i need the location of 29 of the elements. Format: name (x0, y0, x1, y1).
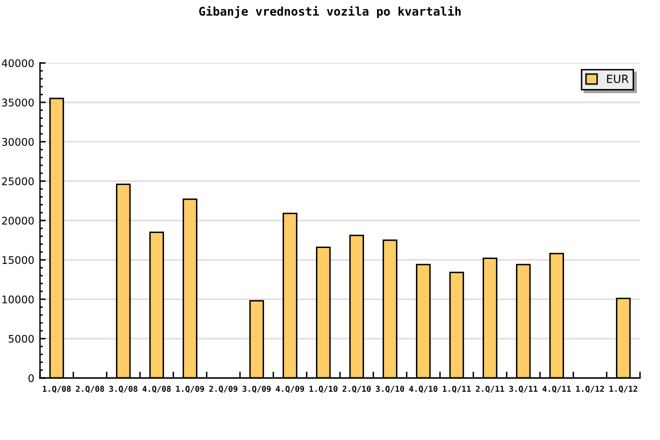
x-tick-label: 3.Q/11 (509, 386, 538, 393)
y-tick-label: 25000 (2, 177, 34, 186)
x-tick-label: 3.Q/08 (109, 386, 138, 393)
y-tick-label: 35000 (2, 98, 34, 106)
legend-label: EUR (607, 74, 629, 84)
y-tick-label: 5000 (8, 334, 34, 343)
x-tick-label: 3.Q/10 (376, 386, 404, 393)
x-tick-label: 4.Q/09 (276, 386, 304, 393)
x-tick-label: 1.Q/12 (576, 386, 604, 393)
y-tick-label: 30000 (2, 138, 34, 146)
chart-title: Gibanje vrednosti vozila po kvartalih (199, 6, 461, 18)
x-tick-label: 4.Q/11 (542, 386, 571, 393)
y-tick-label: 20000 (2, 216, 34, 225)
y-tick-label: 40000 (2, 59, 34, 68)
x-tick-label: 2.Q/08 (76, 386, 104, 393)
x-tick-label: 1.Q/09 (176, 386, 204, 393)
y-tick-label: 10000 (2, 295, 34, 304)
y-tick-label: 15000 (2, 256, 34, 264)
x-tick-label: 1.Q/12 (610, 386, 638, 393)
x-tick-label: 1.Q/11 (442, 386, 471, 393)
x-tick-label: 2.Q/09 (209, 386, 238, 393)
x-tick-label: 1.Q/08 (42, 386, 71, 393)
x-tick-label: 3.Q/09 (242, 386, 271, 393)
x-tick-label: 2.Q/11 (476, 386, 504, 393)
x-tick-label: 1.Q/10 (310, 386, 338, 393)
y-tick-label: 0 (28, 374, 34, 382)
x-tick-label: 4.Q/10 (409, 386, 438, 393)
x-tick-label: 2.Q/10 (342, 386, 371, 393)
x-tick-label: 4.Q/08 (142, 386, 171, 393)
